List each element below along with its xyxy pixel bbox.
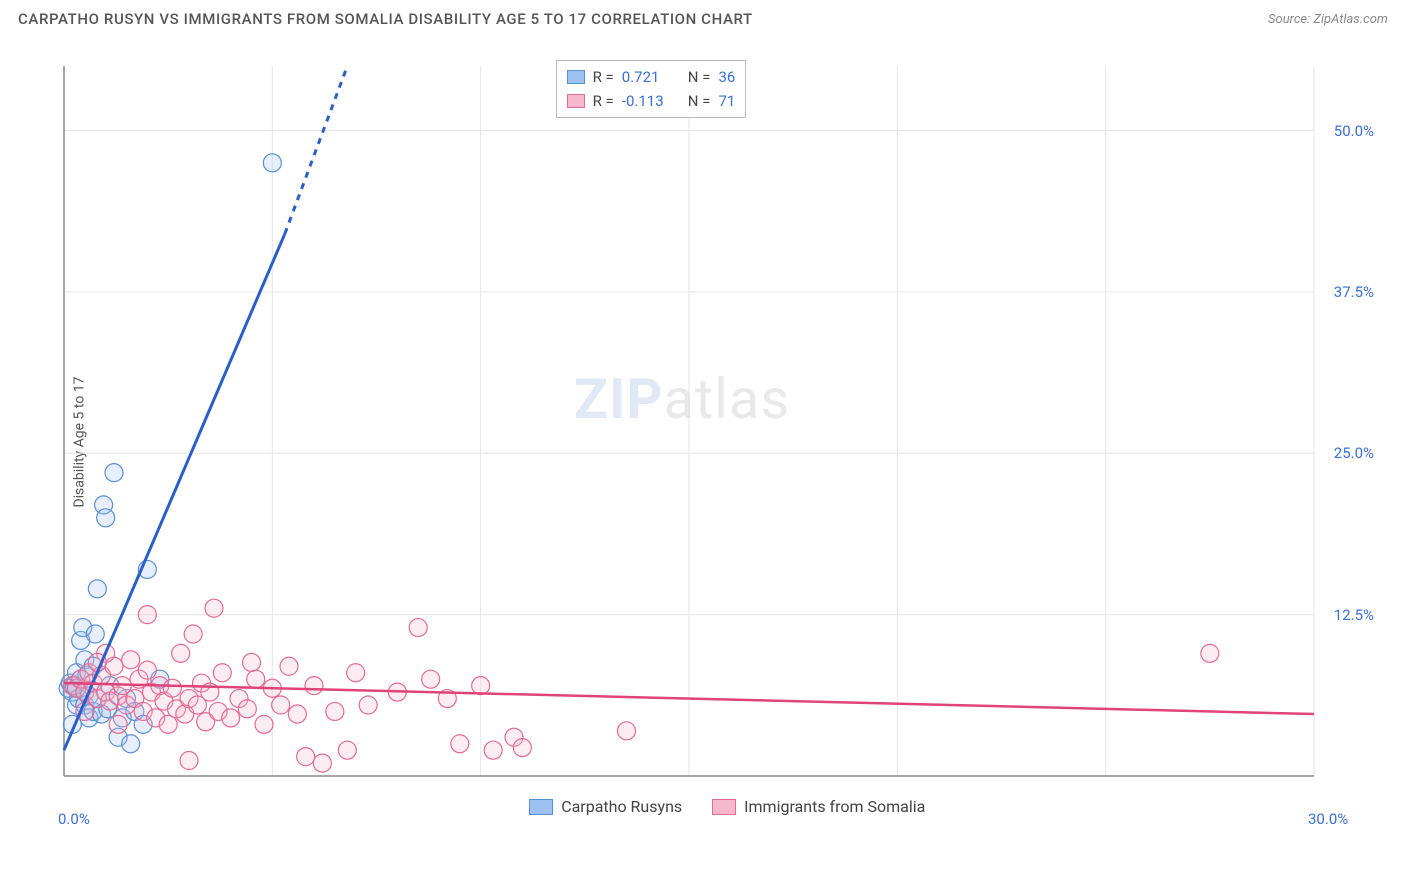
data-point [243, 653, 261, 671]
data-point [280, 657, 298, 675]
legend-label: Carpatho Rusyns [561, 797, 682, 816]
series-swatch [567, 70, 585, 84]
legend-swatch [712, 799, 736, 815]
data-point [409, 619, 427, 637]
data-point [172, 644, 190, 662]
data-point [105, 464, 123, 482]
series-legend: Carpatho Rusyns Immigrants from Somalia [529, 797, 925, 816]
data-point [163, 679, 181, 697]
chart-source: Source: ZipAtlas.com [1268, 12, 1388, 27]
data-point [213, 664, 231, 682]
legend-item: Carpatho Rusyns [529, 797, 682, 816]
data-point [313, 754, 331, 772]
data-point [184, 625, 202, 643]
data-point [618, 722, 636, 740]
data-point [1201, 644, 1219, 662]
data-point [305, 677, 323, 695]
y-tick-label: 50.0% [1334, 122, 1374, 140]
data-point [422, 670, 440, 688]
stat-n-label: N = [688, 89, 711, 113]
stat-r-label: R = [593, 65, 614, 89]
data-point [222, 709, 240, 727]
data-point [255, 715, 273, 733]
series-swatch [567, 94, 585, 108]
watermark-zip: ZIP [574, 366, 663, 432]
legend-item: Immigrants from Somalia [712, 797, 925, 816]
watermark-atlas: atlas [663, 366, 790, 432]
data-point [205, 599, 223, 617]
data-point [472, 677, 490, 695]
x-tick-label: 0.0% [58, 810, 90, 828]
chart-container: Disability Age 5 to 17 ZIPatlas R =0.721… [18, 42, 1388, 842]
stat-r-label: R = [593, 89, 614, 113]
stat-n-label: N = [688, 65, 711, 89]
y-tick-label: 25.0% [1334, 444, 1374, 462]
data-point [451, 735, 469, 753]
legend-label: Immigrants from Somalia [744, 797, 925, 816]
y-tick-label: 37.5% [1334, 283, 1374, 301]
data-point [238, 700, 256, 718]
stat-n-value: 71 [718, 89, 735, 113]
data-point [138, 606, 156, 624]
stats-row: R = 0.721 N = 36 [567, 65, 736, 89]
data-point [297, 748, 315, 766]
data-point [288, 705, 306, 723]
data-point [180, 752, 198, 770]
chart-header: CARPATHO RUSYN VS IMMIGRANTS FROM SOMALI… [0, 0, 1406, 34]
data-point [513, 739, 531, 757]
plot-area: ZIPatlas R =0.721N =36R =-0.113N =71 Car… [54, 56, 1374, 806]
legend-swatch [529, 799, 553, 815]
stat-n-value: 36 [718, 65, 735, 89]
stats-row: R = -0.113 N = 71 [567, 89, 736, 113]
x-tick-label: 30.0% [1308, 810, 1348, 828]
data-point [122, 735, 140, 753]
stats-legend-box: R = 0.721 N = 36 R = -0.113 N = 71 [556, 60, 747, 118]
data-point [484, 741, 502, 759]
data-point [347, 664, 365, 682]
data-point [122, 651, 140, 669]
regression-line-dashed [285, 66, 348, 234]
data-point [263, 154, 281, 172]
y-tick-label: 12.5% [1334, 606, 1374, 624]
data-point [338, 741, 356, 759]
data-point [86, 625, 104, 643]
chart-title: CARPATHO RUSYN VS IMMIGRANTS FROM SOMALI… [18, 10, 753, 28]
data-point [88, 580, 106, 598]
watermark: ZIPatlas [574, 366, 790, 432]
data-point [97, 509, 115, 527]
data-point [138, 661, 156, 679]
data-point [247, 670, 265, 688]
data-point [326, 702, 344, 720]
stat-r-value: -0.113 [622, 89, 680, 113]
stat-r-value: 0.721 [622, 65, 680, 89]
data-point [272, 696, 290, 714]
data-point [359, 696, 377, 714]
data-point [109, 715, 127, 733]
